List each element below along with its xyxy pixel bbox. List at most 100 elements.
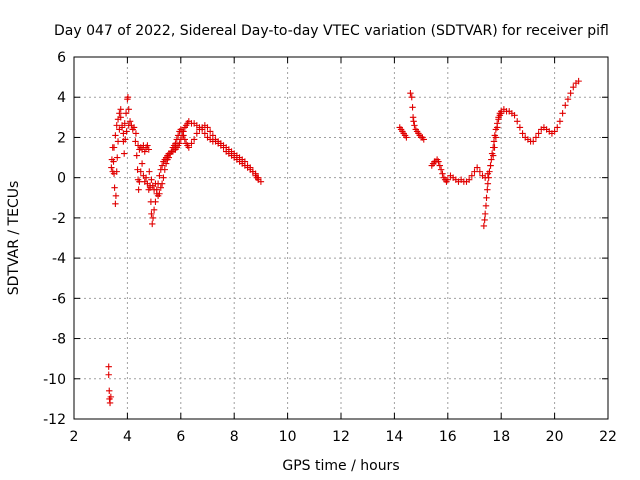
data-point-marker [420,136,427,143]
data-point-marker [138,160,146,167]
y-tick-label: 6 [57,50,66,66]
data-point-marker [492,126,500,133]
data-point-marker [485,174,492,181]
data-point-marker [132,130,140,137]
data-point-marker [487,162,494,169]
data-point-marker [484,180,492,187]
y-tick-label: -2 [52,211,66,227]
data-point-marker [130,124,138,131]
data-point-marker [113,122,120,129]
data-point-marker [255,176,262,183]
data-point-marker [120,130,127,137]
data-point-marker [436,162,443,169]
data-point-marker [148,210,155,218]
data-point-marker [108,164,115,171]
data-point-marker [209,132,217,139]
data-point-marker [142,174,150,181]
data-series [105,94,265,407]
data-point-marker [490,138,498,145]
data-point-marker [150,206,158,214]
data-point-marker [193,130,201,137]
y-tick-label: -10 [43,372,66,388]
y-tick-label: 2 [57,130,66,146]
data-point-marker [107,393,115,401]
data-point-marker [437,166,445,173]
data-points [105,77,582,407]
data-point-marker [125,106,132,113]
data-point-marker [206,128,214,135]
data-point-marker [137,168,144,175]
data-point-marker [156,172,163,179]
data-point-marker [133,152,140,159]
axis-ticks: 2 4 6 8 10 12 14 16 18 20 22 -12 -10 -8 -6 -4 -2 0 2 4 6 [43,50,617,445]
data-point-marker [158,162,166,169]
data-point-marker [519,130,526,137]
data-point-marker [483,194,490,201]
data-point-marker [149,214,157,222]
data-point-marker [201,130,209,137]
data-point-marker [468,172,476,179]
data-point-marker [185,144,193,151]
data-point-marker [123,128,130,135]
data-point-marker [488,156,495,163]
data-point-marker [498,108,505,115]
data-point-marker [141,148,148,155]
data-point-marker [145,146,152,153]
data-point-marker [482,202,490,210]
data-point-marker [114,116,122,123]
y-tick-label: 4 [57,90,66,106]
grid-lines [74,57,608,419]
data-point-marker [567,90,574,97]
data-point-marker [112,192,120,199]
data-point-marker [154,180,162,187]
data-point-marker [118,124,126,131]
data-point-marker [204,124,211,131]
data-point-marker [532,134,540,141]
data-series [480,108,505,230]
data-point-marker [473,164,481,171]
data-point-marker [554,124,561,131]
data-point-marker [409,104,416,111]
data-point-marker [408,94,415,101]
data-point-marker [146,184,154,191]
x-tick-label: 10 [279,429,297,445]
data-point-marker [135,186,142,193]
data-point-marker [551,128,558,135]
data-point-marker [106,387,113,395]
data-point-marker [178,132,186,139]
data-point-marker [411,122,418,129]
data-series [396,77,582,185]
data-point-marker [180,128,187,135]
data-point-marker [514,118,521,125]
data-point-marker [132,138,139,145]
data-point-marker [530,138,537,145]
data-point-marker [198,126,206,133]
data-point-marker [157,166,164,173]
x-tick-label: 4 [123,429,132,445]
data-point-marker [410,118,417,125]
data-point-marker [114,138,122,145]
data-point-marker [444,176,451,183]
data-point-marker [122,110,130,117]
data-point-marker [144,142,151,149]
data-point-marker [403,134,410,141]
data-point-marker [493,120,501,127]
data-point-marker [495,114,502,121]
data-point-marker [146,168,153,175]
data-point-marker [488,150,496,157]
data-point-marker [484,186,491,193]
data-point-marker [480,222,488,230]
data-point-marker [122,136,129,143]
data-point-marker [152,198,159,205]
x-tick-label: 22 [599,429,617,445]
y-tick-label: -8 [52,332,66,348]
data-point-marker [511,112,518,119]
data-point-marker [562,102,569,109]
data-point-marker [564,96,572,103]
x-tick-label: 14 [385,429,403,445]
data-point-marker [188,140,195,147]
y-tick-label: -6 [52,291,66,307]
data-point-marker [148,176,155,183]
data-point-marker [111,184,118,191]
